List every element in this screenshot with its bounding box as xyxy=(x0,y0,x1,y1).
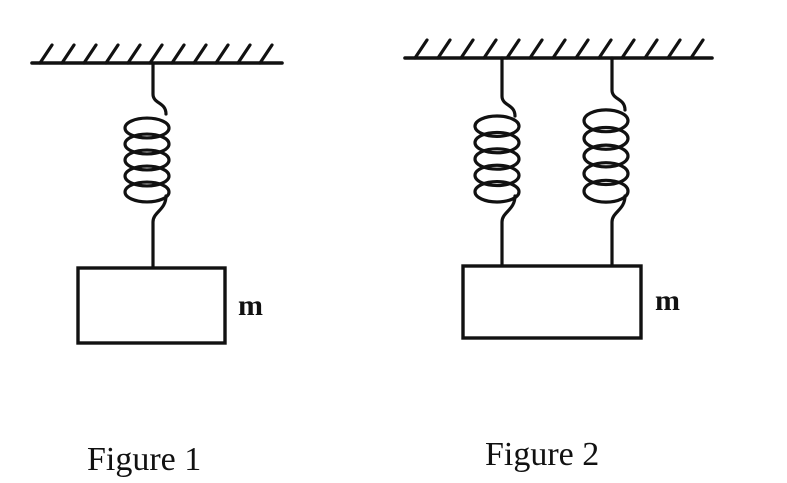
spring-coil-loop xyxy=(123,116,171,140)
spring-coil-loop xyxy=(123,132,171,156)
ceiling-hatch-mark xyxy=(505,38,521,60)
ceiling-hatch-mark xyxy=(104,43,120,65)
ceiling-hatch-mark xyxy=(82,43,98,65)
ceiling-hatch-mark xyxy=(148,43,164,65)
ceiling-hatch-mark xyxy=(126,43,142,65)
figure-2-ceiling-hatching xyxy=(413,38,705,60)
ceiling-hatch-mark xyxy=(436,38,452,60)
figure-2-caption: Figure 2 xyxy=(485,436,599,473)
spring-coil-loop xyxy=(123,148,171,172)
spring-coil-loop xyxy=(473,130,521,155)
figure-1-ceiling-hatching xyxy=(38,43,274,65)
ceiling-hatch-mark xyxy=(38,43,54,65)
spring-coil-loop xyxy=(473,180,521,204)
figure-2-mass-label: m xyxy=(655,284,680,317)
figure-2-spring-right xyxy=(582,56,630,268)
ceiling-hatch-mark xyxy=(60,43,76,65)
ceiling-hatch-mark xyxy=(459,38,475,60)
figure-1-caption: Figure 1 xyxy=(87,441,201,478)
figure-1: m Figure 1 xyxy=(30,43,284,478)
ceiling-hatch-mark xyxy=(597,38,613,60)
ceiling-hatch-mark xyxy=(413,38,429,60)
ceiling-hatch-mark xyxy=(643,38,659,60)
ceiling-hatch-mark xyxy=(666,38,682,60)
figure-2-spring-right-coil xyxy=(582,108,630,204)
figure-1-mass-label: m xyxy=(238,289,263,322)
ceiling-hatch-mark xyxy=(258,43,274,65)
spring-coil-loop xyxy=(582,178,630,204)
figure-1-ceiling xyxy=(30,43,284,65)
figure-1-spring-coil xyxy=(123,116,171,204)
spring-coil-loop xyxy=(582,108,630,134)
ceiling-hatch-mark xyxy=(192,43,208,65)
figure-2-spring-left xyxy=(473,56,521,268)
ceiling-hatch-mark xyxy=(482,38,498,60)
spring-coil-loop xyxy=(473,163,521,188)
spring-coil-loop xyxy=(582,125,630,151)
figure-2-ceiling xyxy=(403,38,714,60)
spring-coil-loop xyxy=(123,164,171,188)
figure-2: m Figure 2 xyxy=(403,38,714,473)
ceiling-hatch-mark xyxy=(214,43,230,65)
ceiling-hatch-mark xyxy=(689,38,705,60)
spring-coil-loop xyxy=(473,147,521,171)
spring-coil-loop xyxy=(473,114,521,138)
figure-1-spring xyxy=(123,61,171,270)
ceiling-hatch-mark xyxy=(170,43,186,65)
ceiling-hatch-mark xyxy=(551,38,567,60)
ceiling-hatch-mark xyxy=(574,38,590,60)
spring-coil-loop xyxy=(123,180,171,204)
figure-2-mass-block xyxy=(461,264,643,340)
spring-coil-loop xyxy=(582,143,630,169)
ceiling-hatch-mark xyxy=(620,38,636,60)
figure-1-mass-block xyxy=(76,266,227,345)
spring-coil-loop xyxy=(582,161,630,187)
figure-2-spring-left-coil xyxy=(473,114,521,204)
ceiling-hatch-mark xyxy=(528,38,544,60)
ceiling-hatch-mark xyxy=(236,43,252,65)
